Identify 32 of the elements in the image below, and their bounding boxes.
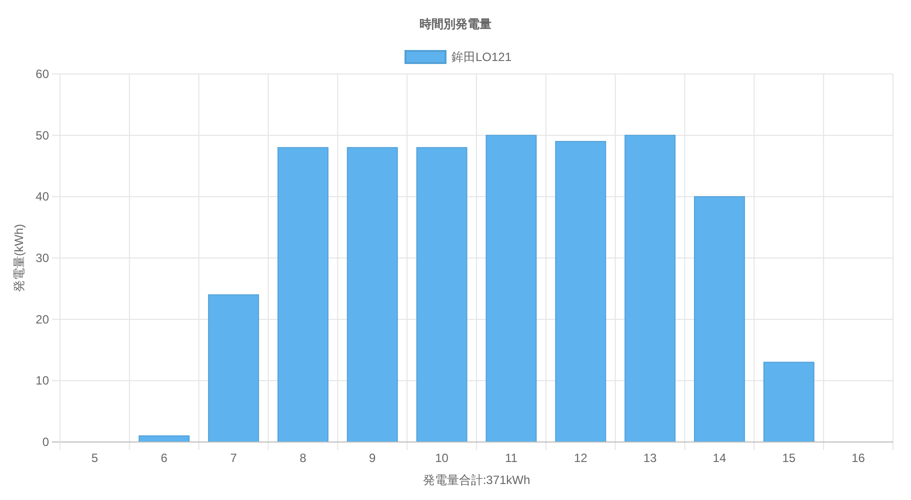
x-tick-label: 10 [435, 451, 449, 465]
y-tick-label: 20 [36, 312, 50, 326]
y-tick-label: 0 [42, 435, 50, 449]
x-tick-label: 13 [643, 451, 658, 465]
x-tick-label: 12 [574, 451, 588, 465]
bar [763, 362, 814, 442]
x-tick-label: 5 [91, 451, 98, 465]
bar [416, 147, 468, 442]
y-tick-label: 60 [36, 67, 50, 81]
x-tick-label: 6 [160, 451, 168, 465]
x-tick-label: 15 [782, 451, 796, 465]
x-tick-label: 7 [230, 451, 238, 465]
x-tick-label: 16 [852, 451, 866, 465]
chart-title: 時間別発電量 [420, 17, 492, 31]
x-axis-title: 発電量合計:371kWh [422, 473, 530, 487]
y-tick-label: 50 [36, 128, 50, 142]
y-axis-title: 発電量(kWh) [12, 224, 26, 292]
y-tick-label: 40 [36, 190, 50, 204]
bar [208, 294, 260, 442]
x-tick-label: 11 [504, 451, 518, 465]
x-tick-label: 8 [300, 451, 307, 465]
y-tick-label: 30 [36, 251, 50, 265]
x-tick-label: 14 [712, 451, 726, 465]
x-tick-label: 9 [369, 451, 376, 465]
bar [346, 147, 398, 442]
bar [486, 134, 537, 442]
bar [555, 140, 606, 442]
y-tick-label: 10 [36, 374, 50, 388]
bar [694, 196, 745, 442]
legend-label: 鉾田LO121 [452, 50, 512, 64]
bar [624, 134, 676, 442]
bar [277, 147, 328, 442]
